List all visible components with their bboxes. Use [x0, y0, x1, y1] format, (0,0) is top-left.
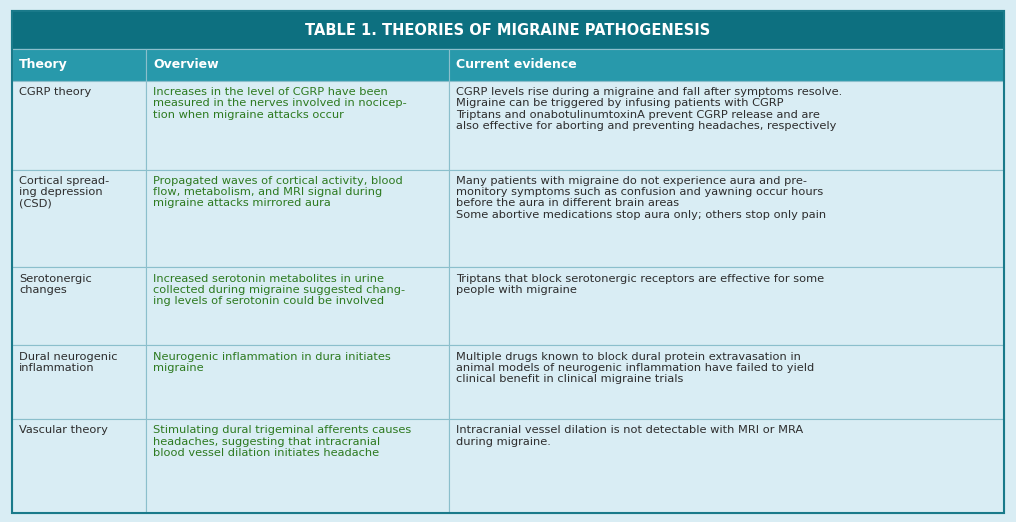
Text: Some abortive medications stop aura only; others stop only pain: Some abortive medications stop aura only…	[455, 210, 826, 220]
Bar	[146, 49, 448, 80]
Text: Current evidence: Current evidence	[455, 58, 576, 72]
Bar	[12, 267, 146, 346]
Bar	[146, 170, 448, 267]
Bar	[12, 49, 146, 80]
Text: measured in the nerves involved in nocicep-: measured in the nerves involved in nocic…	[153, 98, 407, 108]
Text: tion when migraine attacks occur: tion when migraine attacks occur	[153, 110, 344, 120]
Bar	[12, 419, 146, 513]
Text: (CSD): (CSD)	[19, 198, 52, 208]
Text: Stimulating dural trigeminal afferents causes: Stimulating dural trigeminal afferents c…	[153, 425, 411, 435]
Text: headaches, suggesting that intracranial: headaches, suggesting that intracranial	[153, 437, 380, 447]
Text: CGRP theory: CGRP theory	[19, 87, 91, 97]
Text: changes: changes	[19, 285, 67, 295]
Text: before the aura in different brain areas: before the aura in different brain areas	[455, 198, 679, 208]
Bar	[146, 80, 448, 170]
Bar	[448, 267, 1004, 346]
Bar	[448, 419, 1004, 513]
Text: clinical benefit in clinical migraine trials: clinical benefit in clinical migraine tr…	[455, 374, 683, 384]
Text: migraine: migraine	[153, 363, 204, 373]
Bar	[146, 346, 448, 419]
Text: Cortical spread-: Cortical spread-	[19, 176, 110, 186]
Text: also effective for aborting and preventing headaches, respectively: also effective for aborting and preventi…	[455, 121, 836, 131]
Text: animal models of neurogenic inflammation have failed to yield: animal models of neurogenic inflammation…	[455, 363, 814, 373]
Text: blood vessel dilation initiates headache: blood vessel dilation initiates headache	[153, 448, 379, 458]
Text: people with migraine: people with migraine	[455, 285, 576, 295]
Text: Increases in the level of CGRP have been: Increases in the level of CGRP have been	[153, 87, 388, 97]
Text: inflammation: inflammation	[19, 363, 94, 373]
Text: Theory: Theory	[19, 58, 68, 72]
Text: Increased serotonin metabolites in urine: Increased serotonin metabolites in urine	[153, 274, 384, 283]
Text: ing levels of serotonin could be involved: ing levels of serotonin could be involve…	[153, 296, 384, 306]
Bar	[146, 419, 448, 513]
Text: ing depression: ing depression	[19, 187, 103, 197]
Bar	[146, 267, 448, 346]
Bar	[12, 346, 146, 419]
Bar	[12, 80, 146, 170]
Text: Dural neurogenic: Dural neurogenic	[19, 352, 118, 362]
Bar	[448, 346, 1004, 419]
Bar	[12, 170, 146, 267]
Text: Many patients with migraine do not experience aura and pre-: Many patients with migraine do not exper…	[455, 176, 807, 186]
Text: Neurogenic inflammation in dura initiates: Neurogenic inflammation in dura initiate…	[153, 352, 391, 362]
Text: Propagated waves of cortical activity, blood: Propagated waves of cortical activity, b…	[153, 176, 403, 186]
Text: during migraine.: during migraine.	[455, 437, 551, 447]
Text: Migraine can be triggered by infusing patients with CGRP: Migraine can be triggered by infusing pa…	[455, 98, 783, 108]
Text: CGRP levels rise during a migraine and fall after symptoms resolve.: CGRP levels rise during a migraine and f…	[455, 87, 842, 97]
Text: TABLE 1. THEORIES OF MIGRAINE PATHOGENESIS: TABLE 1. THEORIES OF MIGRAINE PATHOGENES…	[306, 23, 710, 38]
Text: Triptans and onabotulinumtoxinA prevent CGRP release and are: Triptans and onabotulinumtoxinA prevent …	[455, 110, 820, 120]
Bar	[12, 11, 1004, 49]
Text: Triptans that block serotonergic receptors are effective for some: Triptans that block serotonergic recepto…	[455, 274, 824, 283]
Bar	[448, 80, 1004, 170]
Text: Overview: Overview	[153, 58, 218, 72]
Text: monitory symptoms such as confusion and yawning occur hours: monitory symptoms such as confusion and …	[455, 187, 823, 197]
Text: Vascular theory: Vascular theory	[19, 425, 108, 435]
Text: Serotonergic: Serotonergic	[19, 274, 92, 283]
Text: migraine attacks mirrored aura: migraine attacks mirrored aura	[153, 198, 331, 208]
Text: collected during migraine suggested chang-: collected during migraine suggested chan…	[153, 285, 405, 295]
Text: flow, metabolism, and MRI signal during: flow, metabolism, and MRI signal during	[153, 187, 382, 197]
Bar	[448, 170, 1004, 267]
Bar	[448, 49, 1004, 80]
Text: Intracranial vessel dilation is not detectable with MRI or MRA: Intracranial vessel dilation is not dete…	[455, 425, 803, 435]
Text: Multiple drugs known to block dural protein extravasation in: Multiple drugs known to block dural prot…	[455, 352, 801, 362]
